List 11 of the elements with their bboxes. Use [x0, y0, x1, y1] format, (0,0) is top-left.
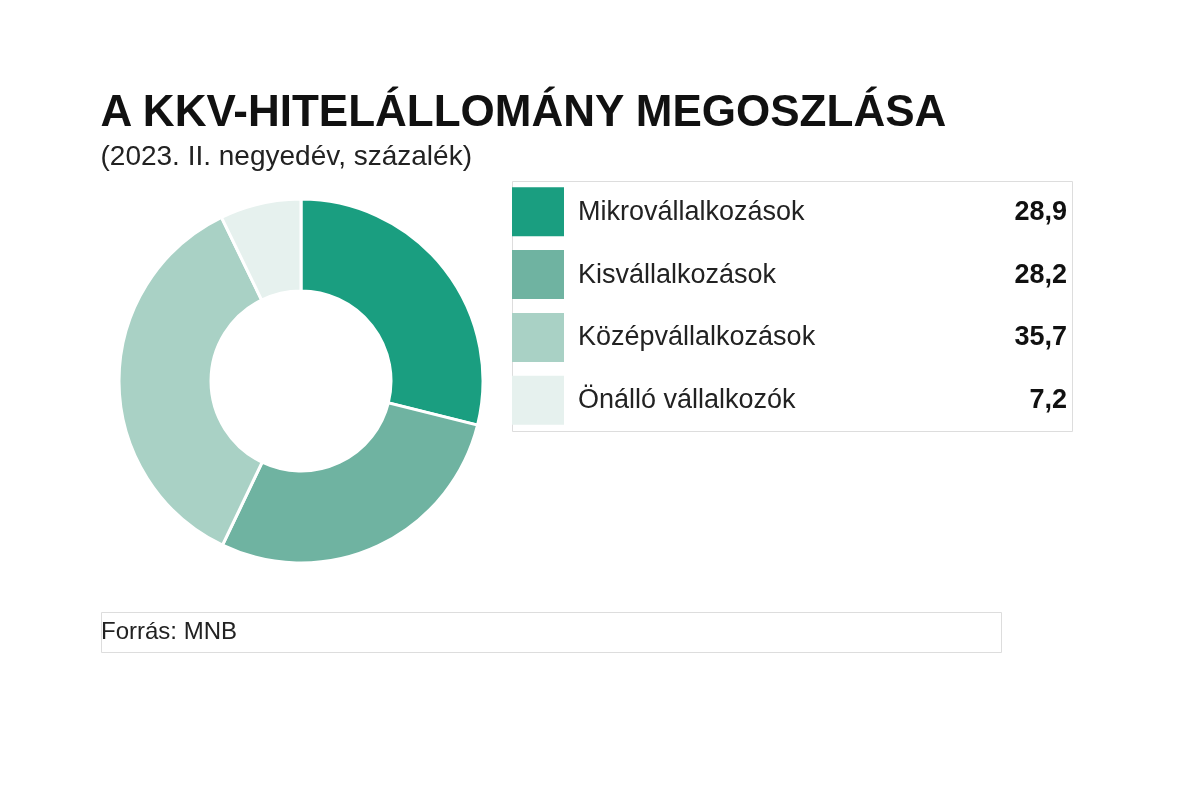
legend-label: Középvállalkozások: [578, 321, 816, 352]
data-label: 35,7: [1014, 321, 1067, 352]
legend-label: Kisvállalkozások: [578, 258, 777, 289]
data-label: 7,2: [1029, 384, 1067, 415]
chart-subtitle: (2023. II. negyedév, százalék): [100, 139, 472, 171]
data-label: 28,9: [1014, 195, 1067, 226]
chart-title: A KKV-HITELÁLLOMÁNY MEGOSZLÁSA: [100, 85, 947, 135]
text: Forrás: MNB: [101, 617, 238, 644]
legend-label: Mikrovállalkozások: [578, 195, 806, 226]
data-label: 28,2: [1014, 258, 1067, 289]
legend-label: Önálló vállalkozók: [578, 384, 797, 415]
